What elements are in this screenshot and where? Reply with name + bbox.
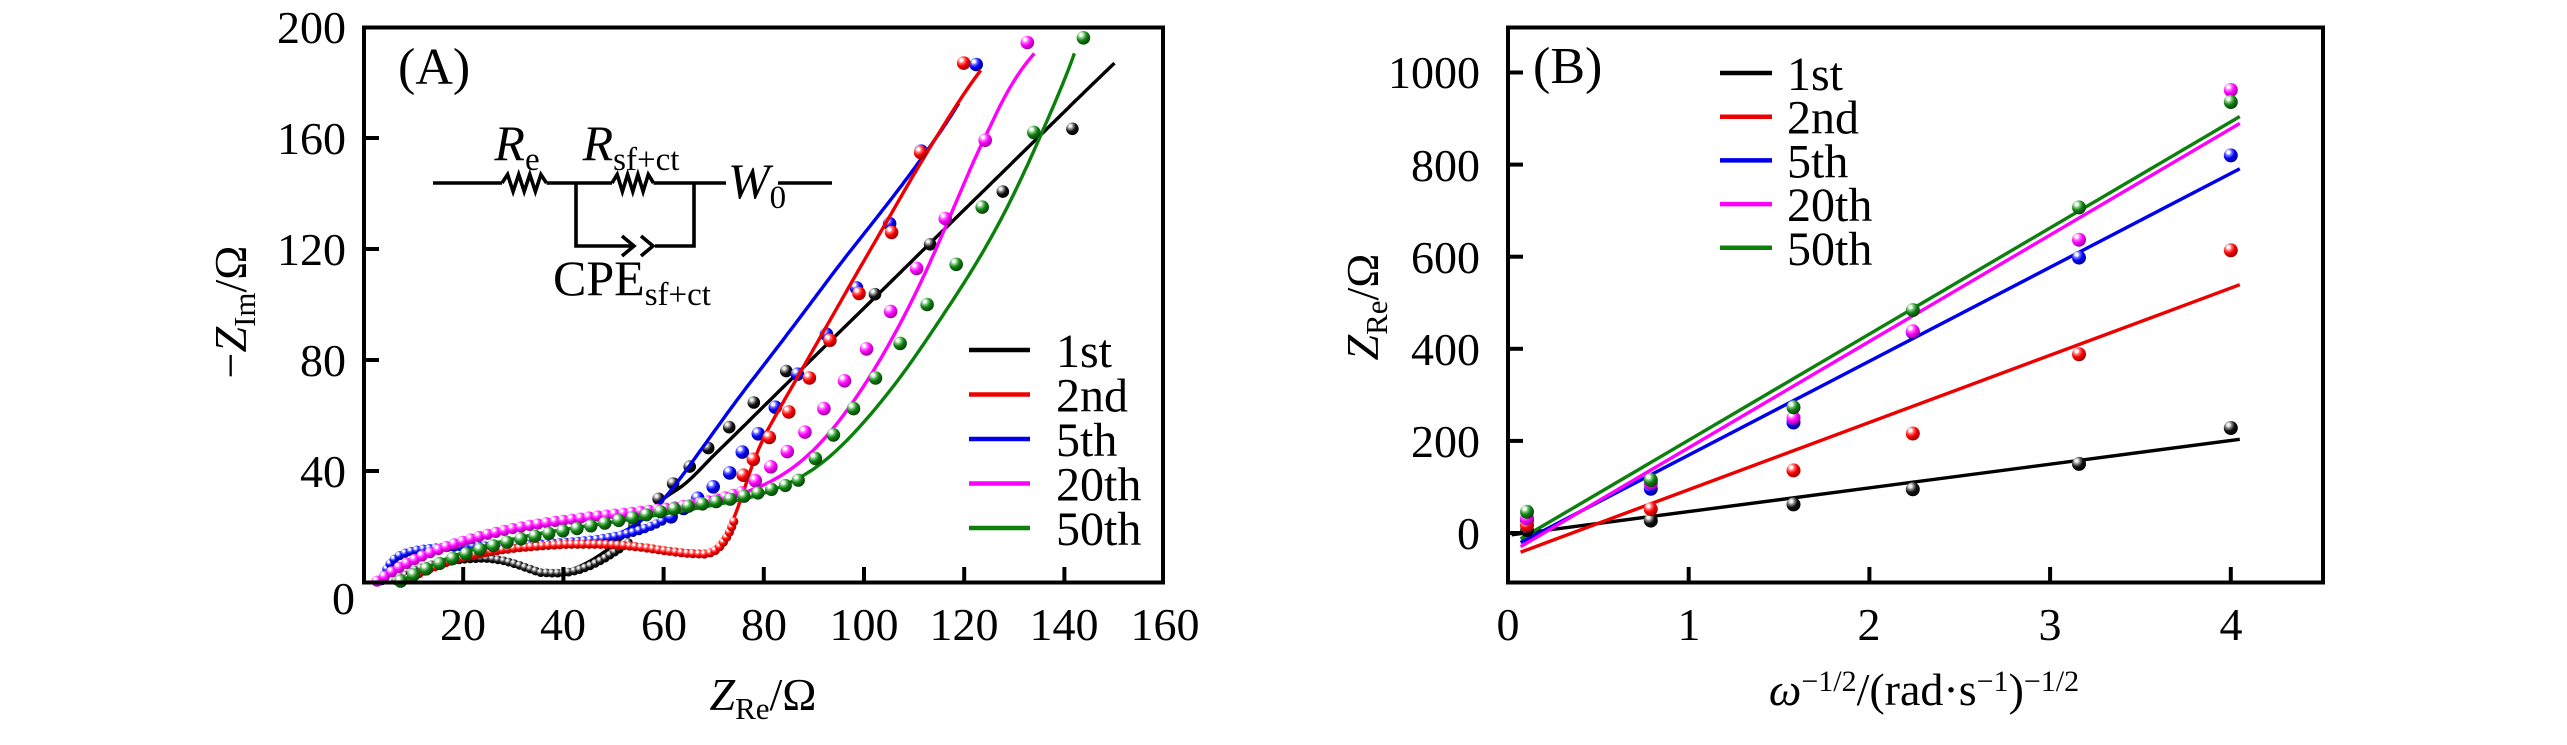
svg-text:(B): (B) xyxy=(1533,38,1602,95)
svg-text:3: 3 xyxy=(2039,599,2062,650)
svg-text:ZRe/Ω: ZRe/Ω xyxy=(710,669,817,726)
svg-text:40: 40 xyxy=(300,446,346,497)
svg-text:W0: W0 xyxy=(728,153,786,216)
svg-text:5th: 5th xyxy=(1056,414,1117,467)
svg-text:80: 80 xyxy=(300,335,346,386)
svg-text:80: 80 xyxy=(741,599,787,650)
svg-text:20th: 20th xyxy=(1056,459,1141,512)
svg-text:ZRe/Ω: ZRe/Ω xyxy=(1337,254,1394,361)
svg-text:50th: 50th xyxy=(1056,503,1141,556)
svg-text:Rsf+ct: Rsf+ct xyxy=(582,115,680,178)
svg-text:ω−1/2/(rad·s−1)−1/2: ω−1/2/(rad·s−1)−1/2 xyxy=(1769,664,2079,715)
svg-text:−ZIm/Ω: −ZIm/Ω xyxy=(205,246,262,379)
svg-text:2: 2 xyxy=(1858,599,1881,650)
svg-text:120: 120 xyxy=(930,599,999,650)
svg-text:40: 40 xyxy=(540,599,586,650)
svg-text:20: 20 xyxy=(440,599,486,650)
svg-text:200: 200 xyxy=(1411,416,1480,467)
svg-text:0: 0 xyxy=(1497,599,1520,650)
svg-text:200: 200 xyxy=(277,2,346,53)
svg-text:CPEsf+ct: CPEsf+ct xyxy=(553,250,711,313)
svg-text:4: 4 xyxy=(2220,599,2243,650)
svg-text:800: 800 xyxy=(1411,140,1480,191)
svg-text:0: 0 xyxy=(332,573,355,624)
svg-text:0: 0 xyxy=(1457,508,1480,559)
svg-text:60: 60 xyxy=(641,599,687,650)
svg-text:160: 160 xyxy=(1131,599,1200,650)
svg-text:400: 400 xyxy=(1411,324,1480,375)
svg-text:(A): (A) xyxy=(398,39,470,96)
svg-text:50th: 50th xyxy=(1787,223,1872,276)
svg-text:1: 1 xyxy=(1678,599,1701,650)
svg-text:2nd: 2nd xyxy=(1056,370,1128,423)
svg-text:20th: 20th xyxy=(1787,179,1872,232)
svg-text:100: 100 xyxy=(830,599,899,650)
svg-text:Re: Re xyxy=(493,115,539,178)
svg-text:160: 160 xyxy=(277,113,346,164)
svg-text:5th: 5th xyxy=(1787,135,1848,188)
svg-text:1st: 1st xyxy=(1787,48,1844,101)
svg-text:120: 120 xyxy=(277,224,346,275)
svg-text:140: 140 xyxy=(1030,599,1099,650)
svg-text:600: 600 xyxy=(1411,232,1480,283)
svg-text:1st: 1st xyxy=(1056,325,1113,378)
svg-text:2nd: 2nd xyxy=(1787,92,1859,145)
svg-text:1000: 1000 xyxy=(1388,47,1480,98)
